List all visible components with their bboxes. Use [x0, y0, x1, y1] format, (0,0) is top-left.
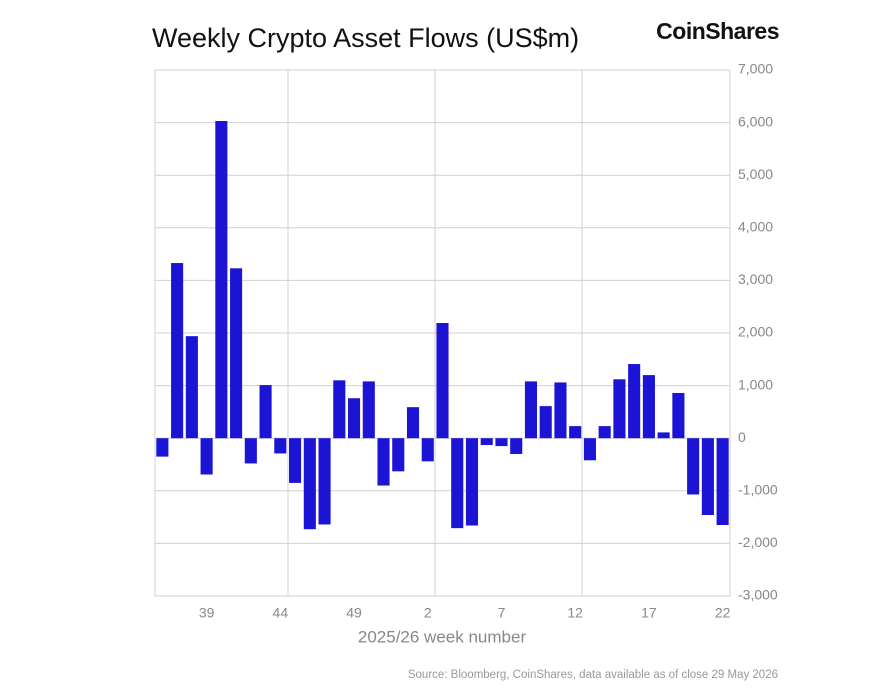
- bar: [628, 364, 641, 439]
- x-tick-label: 49: [346, 605, 362, 621]
- y-tick-label: 5,000: [738, 166, 773, 182]
- bar: [451, 438, 464, 529]
- brand-logo: CoinShares: [656, 18, 779, 44]
- bar: [554, 382, 567, 439]
- x-axis-label: 2025/26 week number: [358, 627, 527, 646]
- bar: [333, 380, 346, 439]
- y-tick-label: -3,000: [738, 587, 778, 603]
- bar: [215, 121, 228, 439]
- y-tick-label: 0: [738, 429, 746, 445]
- bar: [701, 438, 714, 515]
- y-tick-label: 7,000: [738, 61, 773, 77]
- bar: [613, 379, 626, 439]
- bar: [230, 268, 243, 439]
- bar: [185, 336, 198, 439]
- bar: [510, 438, 523, 454]
- y-tick-label: 3,000: [738, 271, 773, 287]
- bar: [377, 438, 390, 486]
- bar: [569, 426, 582, 439]
- x-tick-label: 2: [424, 605, 432, 621]
- y-tick-label: 2,000: [738, 324, 773, 340]
- y-tick-label: 1,000: [738, 376, 773, 392]
- bar: [318, 438, 331, 525]
- bar: [657, 432, 670, 439]
- bar: [436, 323, 449, 439]
- chart-title: Weekly Crypto Asset Flows (US$m): [152, 23, 579, 53]
- y-tick-label: -1,000: [738, 482, 778, 498]
- y-tick-label: -2,000: [738, 534, 778, 550]
- bar: [539, 406, 552, 439]
- bar: [642, 375, 655, 439]
- bar: [465, 438, 479, 526]
- bar: [687, 438, 700, 495]
- bar: [259, 385, 272, 439]
- bar: [200, 438, 213, 475]
- bar: [274, 438, 287, 454]
- bar: [421, 438, 434, 462]
- x-tick-label: 12: [567, 605, 583, 621]
- y-tick-label: 6,000: [738, 113, 773, 129]
- bar: [480, 438, 493, 446]
- bar: [583, 438, 596, 461]
- x-tick-label: 7: [498, 605, 506, 621]
- bar: [392, 438, 405, 472]
- bar: [171, 263, 184, 439]
- bar: [495, 438, 508, 447]
- x-tick-label: 22: [715, 605, 731, 621]
- x-tick-label: 39: [199, 605, 215, 621]
- bar: [303, 438, 316, 530]
- bar: [362, 381, 375, 439]
- y-tick-label: 4,000: [738, 219, 773, 235]
- x-tick-label: 44: [273, 605, 289, 621]
- bar: [289, 438, 302, 483]
- bar: [672, 392, 685, 439]
- bar: [406, 407, 420, 439]
- source-note: Source: Bloomberg, CoinShares, data avai…: [408, 669, 778, 681]
- bar: [524, 381, 538, 439]
- bar: [598, 426, 611, 439]
- bar: [347, 398, 361, 439]
- bar: [156, 438, 169, 457]
- x-tick-label: 17: [641, 605, 657, 621]
- bar: [244, 438, 257, 464]
- bar: [716, 438, 729, 525]
